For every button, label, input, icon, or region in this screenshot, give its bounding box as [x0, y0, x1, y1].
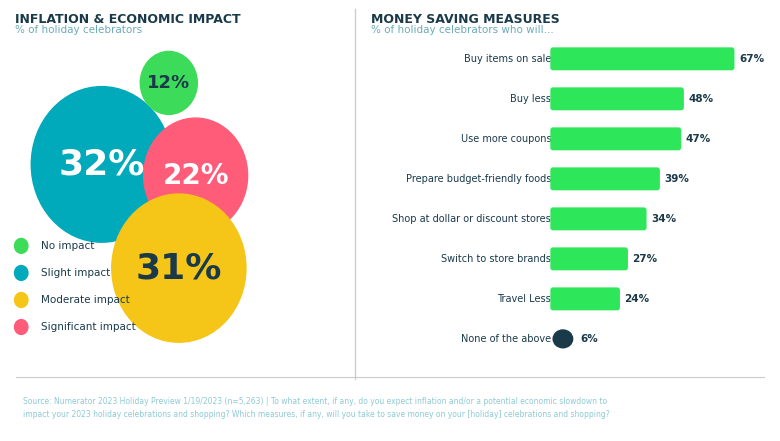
Circle shape — [553, 330, 573, 348]
Text: 47%: 47% — [686, 134, 711, 144]
Text: 6%: 6% — [580, 334, 597, 344]
FancyBboxPatch shape — [551, 288, 620, 310]
Text: INFLATION & ECONOMIC IMPACT: INFLATION & ECONOMIC IMPACT — [15, 12, 240, 26]
Text: Switch to store brands: Switch to store brands — [441, 254, 551, 264]
Circle shape — [140, 52, 197, 114]
Text: Travel Less: Travel Less — [498, 294, 551, 304]
Text: 24%: 24% — [625, 294, 650, 304]
Text: Source: Numerator 2023 Holiday Preview 1/19/2023 (n=5,263) | To what extent, if : Source: Numerator 2023 Holiday Preview 1… — [23, 397, 610, 419]
Circle shape — [15, 239, 28, 253]
FancyBboxPatch shape — [551, 247, 628, 270]
Text: 31%: 31% — [136, 251, 222, 285]
Text: Buy less: Buy less — [510, 94, 551, 104]
Text: No impact: No impact — [41, 241, 94, 251]
Text: 22%: 22% — [162, 161, 229, 190]
Text: 12%: 12% — [147, 74, 190, 92]
Circle shape — [15, 265, 28, 280]
Text: Significant impact: Significant impact — [41, 322, 136, 332]
FancyBboxPatch shape — [551, 127, 681, 150]
Circle shape — [15, 320, 28, 334]
Text: Buy items on sale: Buy items on sale — [464, 54, 551, 64]
FancyBboxPatch shape — [551, 47, 735, 70]
Circle shape — [112, 194, 246, 342]
Text: Slight impact: Slight impact — [41, 268, 111, 278]
Text: 39%: 39% — [665, 174, 690, 184]
Text: % of holiday celebrators: % of holiday celebrators — [15, 26, 142, 35]
Text: Shop at dollar or discount stores: Shop at dollar or discount stores — [392, 214, 551, 224]
FancyBboxPatch shape — [551, 207, 647, 230]
Text: 67%: 67% — [739, 54, 764, 64]
Text: 32%: 32% — [58, 147, 145, 181]
Text: Prepare budget-friendly foods: Prepare budget-friendly foods — [406, 174, 551, 184]
Text: 27%: 27% — [633, 254, 658, 264]
FancyBboxPatch shape — [551, 168, 660, 191]
Circle shape — [31, 86, 172, 242]
FancyBboxPatch shape — [551, 87, 684, 110]
Text: Moderate impact: Moderate impact — [41, 295, 130, 305]
Text: MONEY SAVING MEASURES: MONEY SAVING MEASURES — [370, 12, 559, 26]
Text: None of the above: None of the above — [461, 334, 551, 344]
Circle shape — [144, 118, 247, 233]
Circle shape — [15, 292, 28, 307]
Text: 48%: 48% — [688, 94, 714, 104]
Text: % of holiday celebrators who will...: % of holiday celebrators who will... — [370, 26, 553, 35]
Text: Use more coupons: Use more coupons — [460, 134, 551, 144]
Text: 34%: 34% — [651, 214, 676, 224]
